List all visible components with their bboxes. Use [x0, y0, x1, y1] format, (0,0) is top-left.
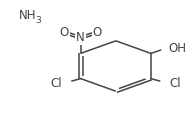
Text: N: N	[76, 31, 85, 44]
Text: O: O	[92, 26, 102, 39]
Text: OH: OH	[168, 42, 186, 54]
Text: Cl: Cl	[169, 77, 181, 90]
Text: O: O	[60, 26, 69, 39]
Text: 3: 3	[35, 16, 41, 25]
Text: NH: NH	[19, 9, 37, 22]
Text: Cl: Cl	[51, 77, 62, 90]
